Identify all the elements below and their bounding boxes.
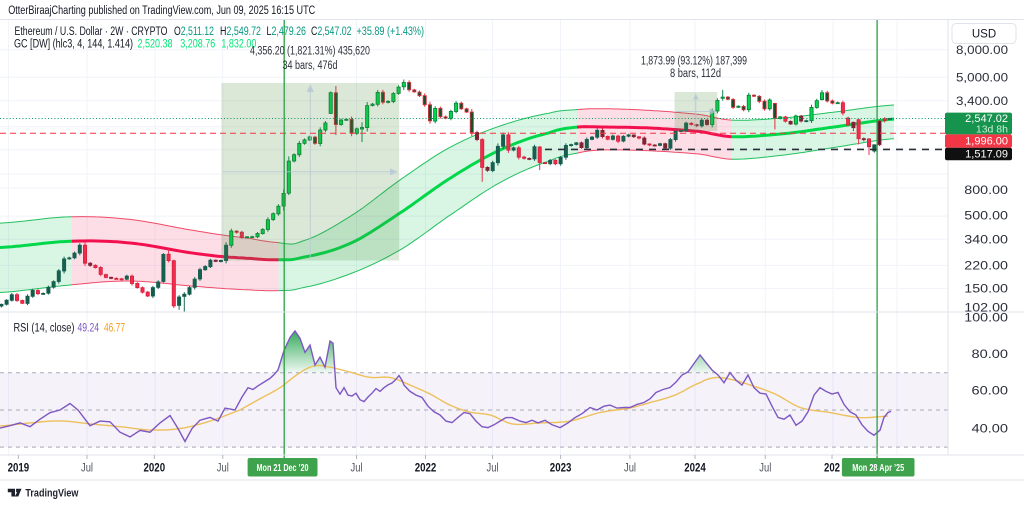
svg-text:GC [DW] (hlc3, 4, 144, 1.414): GC [DW] (hlc3, 4, 144, 1.414) (14, 39, 133, 51)
svg-text:1,873.99 (93.12%) 187,399: 1,873.99 (93.12%) 187,399 (641, 56, 747, 68)
svg-text:40.00: 40.00 (972, 424, 1009, 436)
svg-text:TradingView: TradingView (25, 488, 78, 500)
svg-text:1,517.09: 1,517.09 (965, 149, 1008, 161)
svg-text:2,520.38: 2,520.38 (138, 39, 173, 51)
svg-text:8,000.00: 8,000.00 (956, 45, 1008, 57)
svg-text:220.00: 220.00 (964, 260, 1008, 272)
svg-text:202: 202 (824, 463, 840, 475)
svg-text:USD: USD (972, 29, 996, 41)
svg-text:3,400.00: 3,400.00 (956, 96, 1008, 108)
svg-text:102.00: 102.00 (964, 303, 1008, 315)
svg-text:2,547.02: 2,547.02 (965, 113, 1008, 125)
svg-text:3,208.76: 3,208.76 (180, 39, 215, 51)
svg-text:2023: 2023 (550, 463, 572, 475)
svg-text:49.24: 49.24 (78, 323, 100, 335)
svg-text:13d 8h: 13d 8h (976, 124, 1008, 136)
svg-text:Jul: Jul (759, 463, 771, 475)
svg-text:800.00: 800.00 (964, 185, 1008, 197)
svg-text:500.00: 500.00 (964, 211, 1008, 223)
svg-text:Mon 21 Dec ’20: Mon 21 Dec ’20 (257, 462, 309, 474)
svg-text:Jul: Jul (217, 463, 229, 475)
svg-text:100.00: 100.00 (964, 312, 1008, 324)
svg-text:L2,479.26: L2,479.26 (267, 26, 307, 38)
svg-text:2022: 2022 (415, 463, 437, 475)
svg-text:8 bars, 112d: 8 bars, 112d (670, 68, 721, 80)
svg-text:2019: 2019 (8, 463, 30, 475)
svg-text:2020: 2020 (144, 463, 166, 475)
svg-text:34 bars, 476d: 34 bars, 476d (283, 60, 338, 72)
svg-text:+35.89 (+1.43%): +35.89 (+1.43%) (357, 26, 425, 38)
svg-text:46.77: 46.77 (104, 323, 125, 335)
svg-text:Jul: Jul (487, 463, 499, 475)
svg-text:150.00: 150.00 (964, 284, 1008, 296)
svg-text:O2,511.12: O2,511.12 (174, 26, 214, 38)
svg-text:Ethereum / U.S. Dollar · 2W ·: Ethereum / U.S. Dollar · 2W · CRYPTO (15, 26, 168, 38)
svg-text:C2,547.02: C2,547.02 (311, 26, 352, 38)
svg-text:1,832.00: 1,832.00 (221, 39, 256, 51)
svg-text:60.00: 60.00 (972, 386, 1009, 398)
svg-text:H2,549.72: H2,549.72 (220, 26, 261, 38)
svg-text:2024: 2024 (684, 463, 706, 475)
svg-text:OtterBiraajCharting published: OtterBiraajCharting published on Trading… (8, 5, 315, 17)
svg-text:RSI (14, close): RSI (14, close) (14, 323, 75, 335)
svg-text:Jul: Jul (624, 463, 636, 475)
svg-text:80.00: 80.00 (972, 349, 1009, 361)
svg-text:Mon 28 Apr ’25: Mon 28 Apr ’25 (852, 462, 904, 474)
svg-text:Jul: Jul (81, 463, 93, 475)
svg-text:5,000.00: 5,000.00 (956, 73, 1008, 85)
svg-text:340.00: 340.00 (964, 235, 1008, 247)
svg-text:1,996.00: 1,996.00 (965, 136, 1008, 148)
svg-text:4,356.20 (1,821.31%) 435,620: 4,356.20 (1,821.31%) 435,620 (250, 46, 370, 58)
svg-text:Jul: Jul (351, 463, 363, 475)
